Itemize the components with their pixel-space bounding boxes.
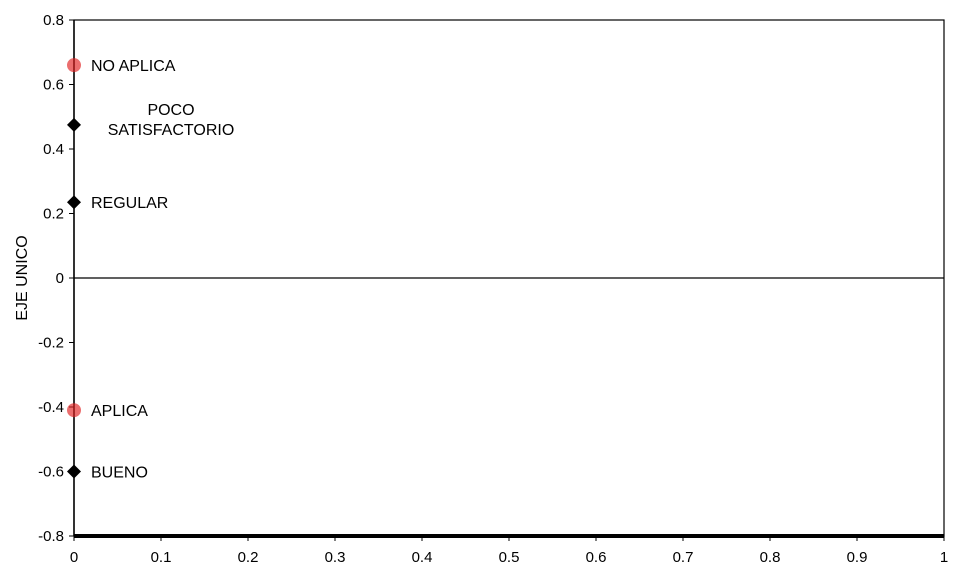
x-tick-label: 0.9: [847, 549, 868, 566]
y-axis-title: EJE UNICO: [14, 235, 31, 320]
data-points: NO APLICA POCO SATISFACTORIO REGULAR APLICA B…: [67, 58, 235, 482]
y-tick-label: 0.4: [43, 141, 64, 158]
y-tick-label: 0.6: [43, 77, 64, 94]
x-tick-label: 0.1: [151, 549, 172, 566]
x-tick-label: 0.3: [325, 549, 346, 566]
y-tick-label: 0.8: [43, 12, 64, 29]
data-point-label: REGULAR: [91, 195, 168, 212]
data-point-label: NO APLICA: [91, 58, 176, 75]
data-point-label: POCO: [147, 102, 194, 119]
x-tick-label: 0.5: [499, 549, 520, 566]
data-point-marker: [67, 403, 81, 418]
y-tick-label: -0.6: [38, 464, 64, 481]
y-tick-label: -0.4: [38, 399, 64, 416]
x-tick-label: 0.2: [238, 549, 259, 566]
y-axis: -0.8 -0.6 -0.4 -0.2 0 0.2 0.4 0.6 0.8: [38, 12, 74, 545]
data-point-marker: [67, 58, 81, 73]
data-point-label: APLICA: [91, 403, 148, 420]
x-tick-label: 0: [70, 549, 78, 566]
x-axis: 0 0.1 0.2 0.3 0.4 0.5 0.6 0.7 0.8 0.9 1: [70, 536, 948, 566]
x-tick-label: 0.8: [760, 549, 781, 566]
y-tick-label: 0: [56, 270, 64, 287]
data-point-marker: [67, 117, 81, 132]
plot-frame: [73, 19, 945, 538]
x-tick-label: 0.7: [673, 549, 694, 566]
y-tick-label: 0.2: [43, 206, 64, 223]
x-tick-label: 0.4: [412, 549, 433, 566]
data-point-marker: [67, 464, 81, 479]
x-tick-label: 1: [940, 549, 948, 566]
x-tick-label: 0.6: [586, 549, 607, 566]
y-tick-label: -0.8: [38, 528, 64, 545]
data-point-label: BUENO: [91, 465, 148, 482]
data-point-label: SATISFACTORIO: [108, 122, 235, 139]
data-point-marker: [67, 195, 81, 210]
y-tick-label: -0.2: [38, 335, 64, 352]
